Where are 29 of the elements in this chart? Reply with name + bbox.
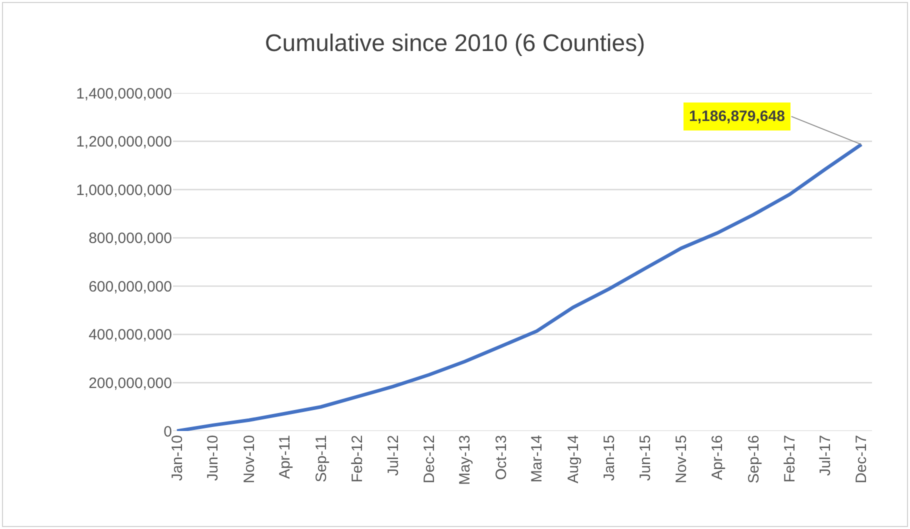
x-tick-label: Jul-17 (817, 435, 834, 476)
x-tick-label: Oct-13 (492, 435, 510, 480)
x-tick-label: Aug-14 (564, 435, 582, 484)
y-tick-label: 800,000,000 (88, 230, 172, 248)
x-tick-label: Feb-12 (349, 435, 366, 483)
x-tick-label: May-13 (456, 435, 474, 486)
x-tick-label: Sep-11 (312, 435, 330, 482)
x-tick-label: Apr-16 (709, 435, 726, 480)
line-series (175, 142, 864, 431)
y-tick-label: 200,000,000 (88, 374, 172, 392)
x-tick-label: Feb-17 (782, 435, 799, 483)
x-tick-label: Sep-16 (745, 435, 762, 484)
x-tick-label: Nov-10 (240, 435, 258, 484)
y-tick-label: 1,000,000,000 (76, 182, 172, 199)
x-tick-label: Jun-15 (636, 435, 654, 481)
y-tick-label: 600,000,000 (88, 278, 172, 296)
x-tick-label: Dec-17 (853, 435, 870, 484)
annotation: 1,186,879,648 (689, 108, 785, 125)
x-tick-label: Nov-15 (673, 435, 690, 484)
y-tick-label: 1,200,000,000 (76, 134, 172, 151)
x-tick-label: Mar-14 (528, 435, 546, 483)
chart-title: Cumulative since 2010 (6 Counties) (264, 30, 646, 58)
x-tick-label: Apr-11 (276, 435, 294, 479)
x-tick-label: Jun-10 (204, 435, 222, 481)
x-tick-label: Dec-12 (420, 435, 438, 484)
y-tick-label: 400,000,000 (88, 326, 172, 344)
x-tick-label: Jul-12 (384, 435, 402, 476)
x-tick-label: Jan-15 (601, 435, 618, 481)
y-tick-label: 1,400,000,000 (76, 85, 172, 102)
